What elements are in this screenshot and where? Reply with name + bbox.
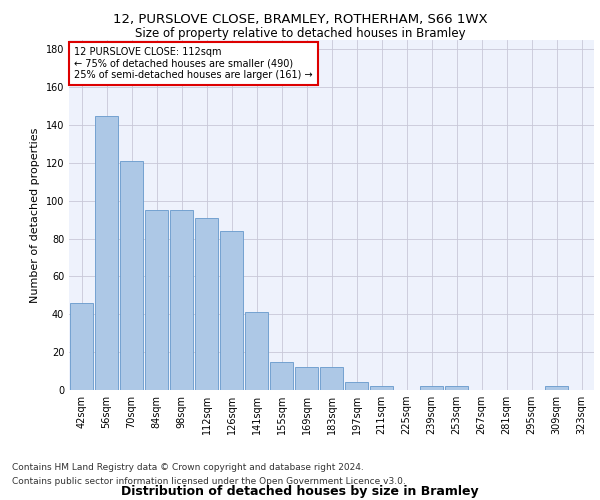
Text: 12, PURSLOVE CLOSE, BRAMLEY, ROTHERHAM, S66 1WX: 12, PURSLOVE CLOSE, BRAMLEY, ROTHERHAM, … [113, 12, 487, 26]
Text: Distribution of detached houses by size in Bramley: Distribution of detached houses by size … [121, 484, 479, 498]
Text: Contains HM Land Registry data © Crown copyright and database right 2024.: Contains HM Land Registry data © Crown c… [12, 464, 364, 472]
Text: Size of property relative to detached houses in Bramley: Size of property relative to detached ho… [134, 28, 466, 40]
Text: 12 PURSLOVE CLOSE: 112sqm
← 75% of detached houses are smaller (490)
25% of semi: 12 PURSLOVE CLOSE: 112sqm ← 75% of detac… [74, 47, 313, 80]
Bar [220, 231, 243, 390]
Bar [195, 218, 218, 390]
Y-axis label: Number of detached properties: Number of detached properties [30, 128, 40, 302]
Bar [420, 386, 443, 390]
Bar [170, 210, 193, 390]
Bar [95, 116, 118, 390]
Bar [145, 210, 168, 390]
Bar [320, 368, 343, 390]
Bar [545, 386, 568, 390]
Bar [70, 303, 93, 390]
Bar [445, 386, 468, 390]
Text: Contains public sector information licensed under the Open Government Licence v3: Contains public sector information licen… [12, 477, 406, 486]
Bar [345, 382, 368, 390]
Bar [120, 161, 143, 390]
Bar [270, 362, 293, 390]
Bar [245, 312, 268, 390]
Bar [370, 386, 393, 390]
Bar [295, 368, 318, 390]
